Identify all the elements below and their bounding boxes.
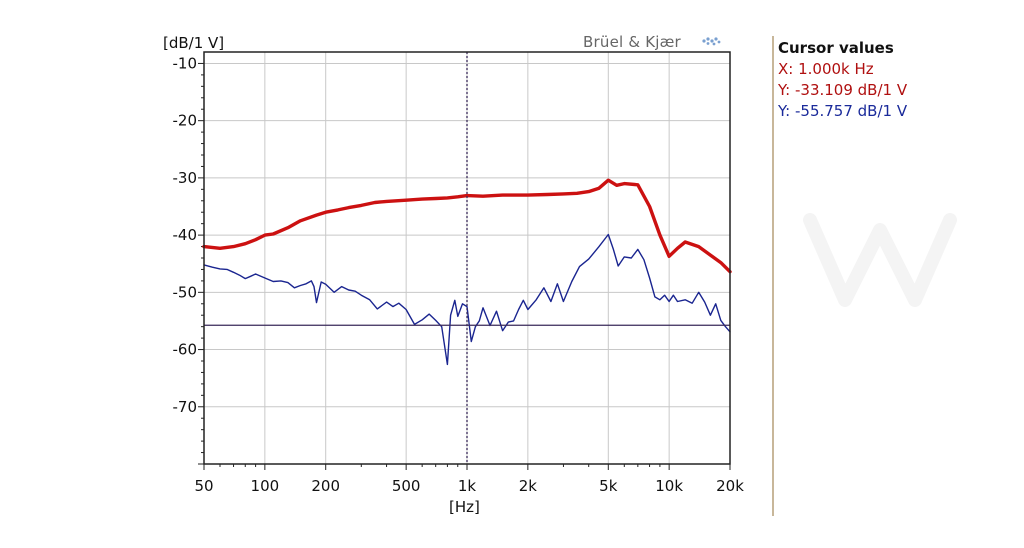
brand-name: Brüel & Kjær — [583, 33, 681, 51]
x-tick-label: 500 — [392, 477, 421, 495]
x-tick-label: 1k — [458, 477, 477, 495]
panel-divider — [772, 36, 774, 516]
x-tick-label: 50 — [194, 477, 213, 495]
y-tick-label: -40 — [173, 226, 198, 244]
y-axis-ticks: -10 -20 -30 -40 -50 -60 -70 — [173, 54, 204, 465]
y-axis-unit-label: [dB/1 V] — [163, 34, 225, 52]
x-tick-label: 2k — [519, 477, 538, 495]
y-tick-label: -60 — [173, 341, 198, 359]
x-axis-ticks: 50 100 200 500 1k 2k 5k 10k 20k — [194, 464, 744, 495]
plot-series — [202, 178, 732, 366]
bk-logo-icon — [702, 37, 721, 46]
y-tick-label: -70 — [173, 398, 198, 416]
y-tick-label: -10 — [173, 54, 198, 72]
series-line-blue — [203, 233, 731, 366]
x-tick-label: 20k — [716, 477, 744, 495]
plot-area-border — [203, 51, 731, 465]
y-tick-label: -50 — [173, 283, 198, 301]
x-axis-unit-label: [Hz] — [449, 498, 480, 516]
cursor-y1-value: Y: -33.109 dB/1 V — [778, 81, 908, 99]
series-line-red — [202, 178, 732, 274]
x-tick-label: 100 — [251, 477, 280, 495]
x-tick-label: 200 — [311, 477, 340, 495]
cursor-values-title: Cursor values — [778, 39, 894, 57]
cursor-crosshair[interactable] — [204, 52, 730, 464]
y-tick-label: -30 — [173, 169, 198, 187]
x-tick-label: 5k — [599, 477, 618, 495]
watermark-icon — [803, 213, 957, 307]
x-tick-label: 10k — [655, 477, 683, 495]
cursor-x-value: X: 1.000k Hz — [778, 60, 874, 78]
cursor-values-panel: Cursor values X: 1.000k Hz Y: -33.109 dB… — [778, 38, 907, 122]
cursor-y2-value: Y: -55.757 dB/1 V — [778, 102, 908, 120]
y-tick-label: -20 — [173, 112, 198, 130]
